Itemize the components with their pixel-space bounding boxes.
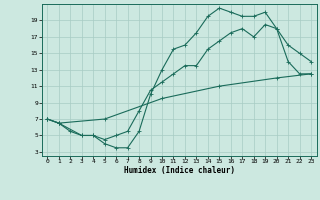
X-axis label: Humidex (Indice chaleur): Humidex (Indice chaleur) — [124, 166, 235, 175]
